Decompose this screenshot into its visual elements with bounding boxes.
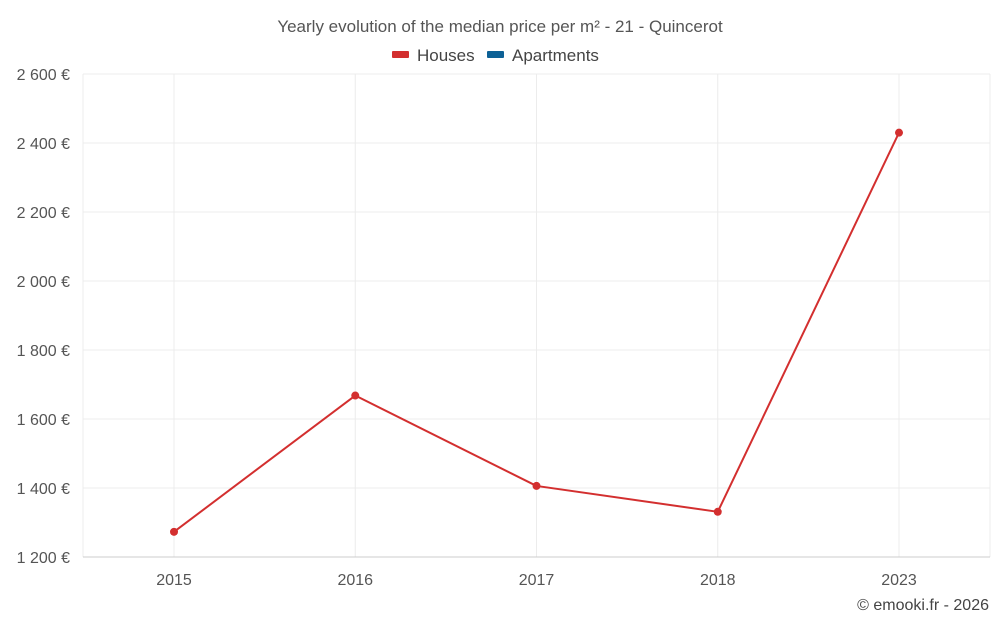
- series-layer: [170, 128, 903, 536]
- y-axis-ticks: 1 200 € 1 400 € 1 600 € 1 800 € 2 000 € 2 200…: [17, 67, 70, 567]
- legend-label-houses: Houses: [417, 46, 475, 65]
- x-tick-label: 2015: [156, 572, 192, 589]
- x-gridlines: [82, 74, 991, 557]
- x-tick-label: 2023: [881, 572, 917, 589]
- x-tick-label: 2016: [337, 572, 373, 589]
- y-tick-label: 2 200 €: [17, 205, 70, 222]
- y-tick-label: 1 200 €: [17, 550, 70, 567]
- y-tick-label: 2 600 €: [17, 67, 70, 84]
- y-tick-label: 1 800 €: [17, 343, 70, 360]
- legend-label-apartments: Apartments: [512, 46, 599, 65]
- legend-swatch-apartments: [487, 51, 504, 58]
- data-point-houses[interactable]: [351, 391, 360, 400]
- x-axis-ticks: 2015 2016 2017 2018 2023: [156, 572, 917, 589]
- y-tick-label: 1 400 €: [17, 481, 70, 498]
- data-point-houses[interactable]: [895, 128, 903, 137]
- y-tick-label: 2 000 €: [17, 274, 70, 291]
- x-tick-label: 2018: [700, 572, 736, 589]
- legend-swatch-houses: [392, 51, 409, 58]
- y-tick-label: 1 600 €: [17, 412, 70, 429]
- legend: Houses Apartments: [392, 46, 599, 65]
- data-point-houses[interactable]: [170, 527, 178, 536]
- legend-item-houses[interactable]: Houses: [392, 46, 475, 65]
- y-tick-label: 2 400 €: [17, 136, 70, 153]
- data-point-houses[interactable]: [532, 481, 541, 490]
- data-point-houses[interactable]: [713, 507, 722, 516]
- credit-text: © emooki.fr - 2026: [857, 597, 989, 614]
- x-tick-label: 2017: [519, 572, 555, 589]
- chart-title: Yearly evolution of the median price per…: [277, 17, 723, 36]
- legend-item-apartments[interactable]: Apartments: [487, 46, 599, 65]
